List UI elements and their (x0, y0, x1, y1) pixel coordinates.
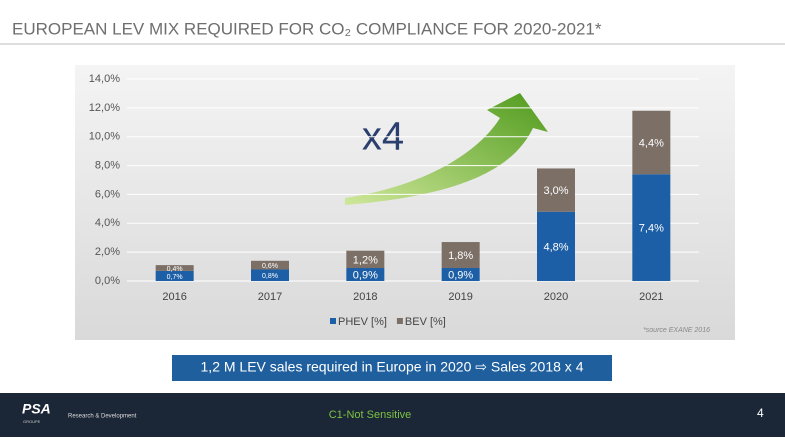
bar-segment (441, 268, 480, 281)
logo-sub: GROUPE (23, 419, 41, 424)
x-tick-label: 2020 (544, 291, 568, 303)
slide-title: EUROPEAN LEV MIX REQUIRED FOR CO₂ COMPLI… (12, 19, 602, 38)
growth-arrow (345, 93, 548, 205)
bar-segment (251, 260, 289, 270)
data-label: 0,6% (262, 263, 278, 270)
bar-segment (632, 174, 671, 281)
department: Research & Development (68, 414, 137, 420)
bar-segment (346, 268, 385, 281)
x-tick-label: 2018 (353, 291, 377, 303)
x-tick-label: 2019 (448, 291, 472, 303)
legend-swatch (396, 318, 403, 324)
bar-segment (537, 168, 575, 212)
legend-label: BEV [%] (405, 316, 446, 328)
bar-segment (155, 265, 194, 271)
x-tick-label: 2017 (258, 291, 282, 303)
data-label: 1,8% (448, 250, 473, 262)
bar-segment (346, 250, 385, 269)
y-tick-label: 14,0% (89, 73, 120, 85)
logo: PSA (22, 401, 51, 417)
data-label: 4,8% (543, 241, 568, 253)
source-note: *source EXANE 2016 (643, 327, 710, 334)
plot: 0,0% 2,0% 4,0% 6,0% 8,0% 10,0% 12,0% 14,0% 2016 0… (89, 73, 699, 328)
footer (0, 393, 785, 437)
data-label: 0,4% (167, 266, 183, 273)
data-label: 1,2% (353, 254, 378, 266)
x-tick-label: 2021 (639, 291, 663, 303)
data-label: 0,8% (262, 273, 278, 280)
x-tick-label: 2016 (162, 291, 186, 303)
data-label: 0,9% (353, 269, 378, 281)
data-label: 4,4% (639, 137, 664, 149)
y-tick-label: 0,0% (95, 275, 120, 287)
page-number: 4 (757, 406, 764, 420)
bar-segment (632, 110, 671, 175)
y-tick-label: 10,0% (89, 131, 120, 143)
y-tick-label: 2,0% (95, 246, 120, 258)
banner (172, 355, 612, 381)
y-tick-label: 6,0% (95, 188, 120, 200)
y-tick-label: 8,0% (95, 159, 120, 171)
banner-text: 1,2 M LEV sales required in Europe in 20… (201, 359, 584, 375)
bar-segment (537, 211, 575, 281)
data-label: 0,9% (448, 269, 473, 281)
bar-segment (251, 269, 289, 281)
y-tick-label: 12,0% (89, 102, 120, 114)
legend-label: PHEV [%] (338, 316, 387, 328)
data-label: 7,4% (639, 223, 664, 235)
bar-segment (441, 242, 480, 269)
classification: C1-Not Sensitive (329, 409, 412, 421)
legend-swatch (330, 318, 336, 324)
data-label: 0,7% (167, 274, 183, 281)
y-tick-label: 4,0% (95, 217, 120, 229)
chart-panel (75, 65, 735, 340)
data-label: 3,0% (543, 185, 568, 197)
bar-segment (155, 270, 194, 281)
